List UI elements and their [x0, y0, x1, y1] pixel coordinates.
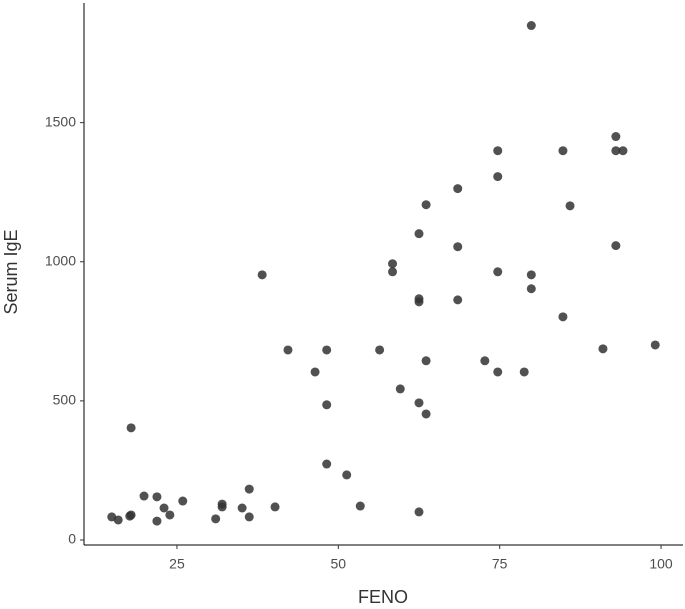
point — [558, 312, 568, 322]
point — [493, 172, 503, 182]
point — [453, 184, 463, 194]
point — [113, 515, 123, 525]
point — [414, 507, 424, 517]
x-tick-label: 100 — [649, 556, 673, 572]
point — [421, 409, 431, 419]
point — [558, 146, 568, 156]
point — [152, 516, 162, 526]
point — [322, 400, 332, 410]
point — [519, 367, 529, 377]
point — [342, 470, 352, 480]
point — [395, 384, 405, 394]
x-tick-label: 75 — [492, 556, 508, 572]
point — [152, 492, 162, 502]
point — [611, 132, 621, 142]
point — [453, 242, 463, 252]
point — [414, 398, 424, 408]
point — [322, 459, 332, 469]
point — [421, 356, 431, 366]
point — [480, 356, 490, 366]
point — [217, 502, 227, 512]
point — [650, 340, 660, 350]
point — [178, 496, 188, 506]
point — [493, 367, 503, 377]
point — [165, 510, 175, 520]
point — [126, 510, 136, 520]
point — [139, 491, 149, 501]
point — [414, 229, 424, 239]
y-tick-label: 1500 — [45, 113, 76, 129]
point — [493, 146, 503, 156]
point — [257, 270, 267, 280]
point — [237, 503, 247, 513]
point — [355, 501, 365, 511]
y-tick-label: 1000 — [45, 252, 76, 268]
point — [453, 295, 463, 305]
point — [611, 241, 621, 251]
point — [283, 345, 293, 355]
point — [526, 284, 536, 294]
x-tick-label: 50 — [331, 556, 347, 572]
point — [159, 503, 169, 513]
point — [388, 259, 398, 269]
point — [526, 270, 536, 280]
point — [611, 146, 621, 156]
point — [565, 201, 575, 211]
point — [598, 344, 608, 354]
point — [322, 345, 332, 355]
x-axis-title: FENO — [358, 587, 408, 607]
y-tick-label: 500 — [53, 392, 77, 408]
point — [126, 423, 136, 433]
x-tick-label: 25 — [169, 556, 185, 572]
y-axis-title: Serum IgE — [1, 229, 21, 314]
y-tick-label: 0 — [68, 531, 76, 547]
point — [270, 502, 280, 512]
point — [211, 514, 221, 524]
point — [493, 267, 503, 277]
point — [375, 345, 385, 355]
point — [421, 200, 431, 210]
point — [244, 484, 254, 494]
point — [310, 367, 320, 377]
point — [618, 146, 628, 156]
point — [526, 21, 536, 31]
point — [388, 267, 398, 277]
point — [414, 297, 424, 307]
point — [244, 512, 254, 522]
